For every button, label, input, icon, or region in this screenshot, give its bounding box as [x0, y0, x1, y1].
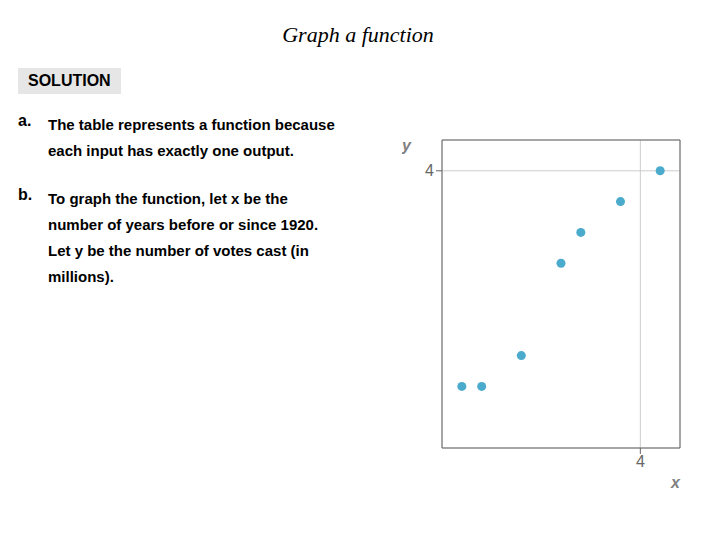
svg-text:4: 4: [426, 162, 435, 179]
html-text:number of years before or sinc: number of years before or since 1920.: [48, 216, 319, 233]
html-text:To graph the function, let x b: To graph the function, let x be the: [48, 190, 288, 207]
svg-text:x: x: [671, 474, 682, 491]
html-text:a.: a.: [18, 112, 32, 129]
html-text:The table represents a functio: The table represents a function because: [48, 116, 335, 133]
html-text:SOLUTION: SOLUTION: [28, 72, 111, 89]
html-text:Let y be the number of votes c: Let y be the number of votes cast (in: [48, 242, 309, 259]
html-text:Graph a function: Graph a function: [282, 22, 434, 47]
html-text:millions).: millions).: [48, 268, 114, 285]
html-text:b.: b.: [18, 186, 33, 203]
svg-text:4: 4: [636, 453, 645, 470]
svg-text:y: y: [402, 137, 412, 154]
html-text:each input has exactly one out: each input has exactly one output.: [48, 142, 294, 159]
